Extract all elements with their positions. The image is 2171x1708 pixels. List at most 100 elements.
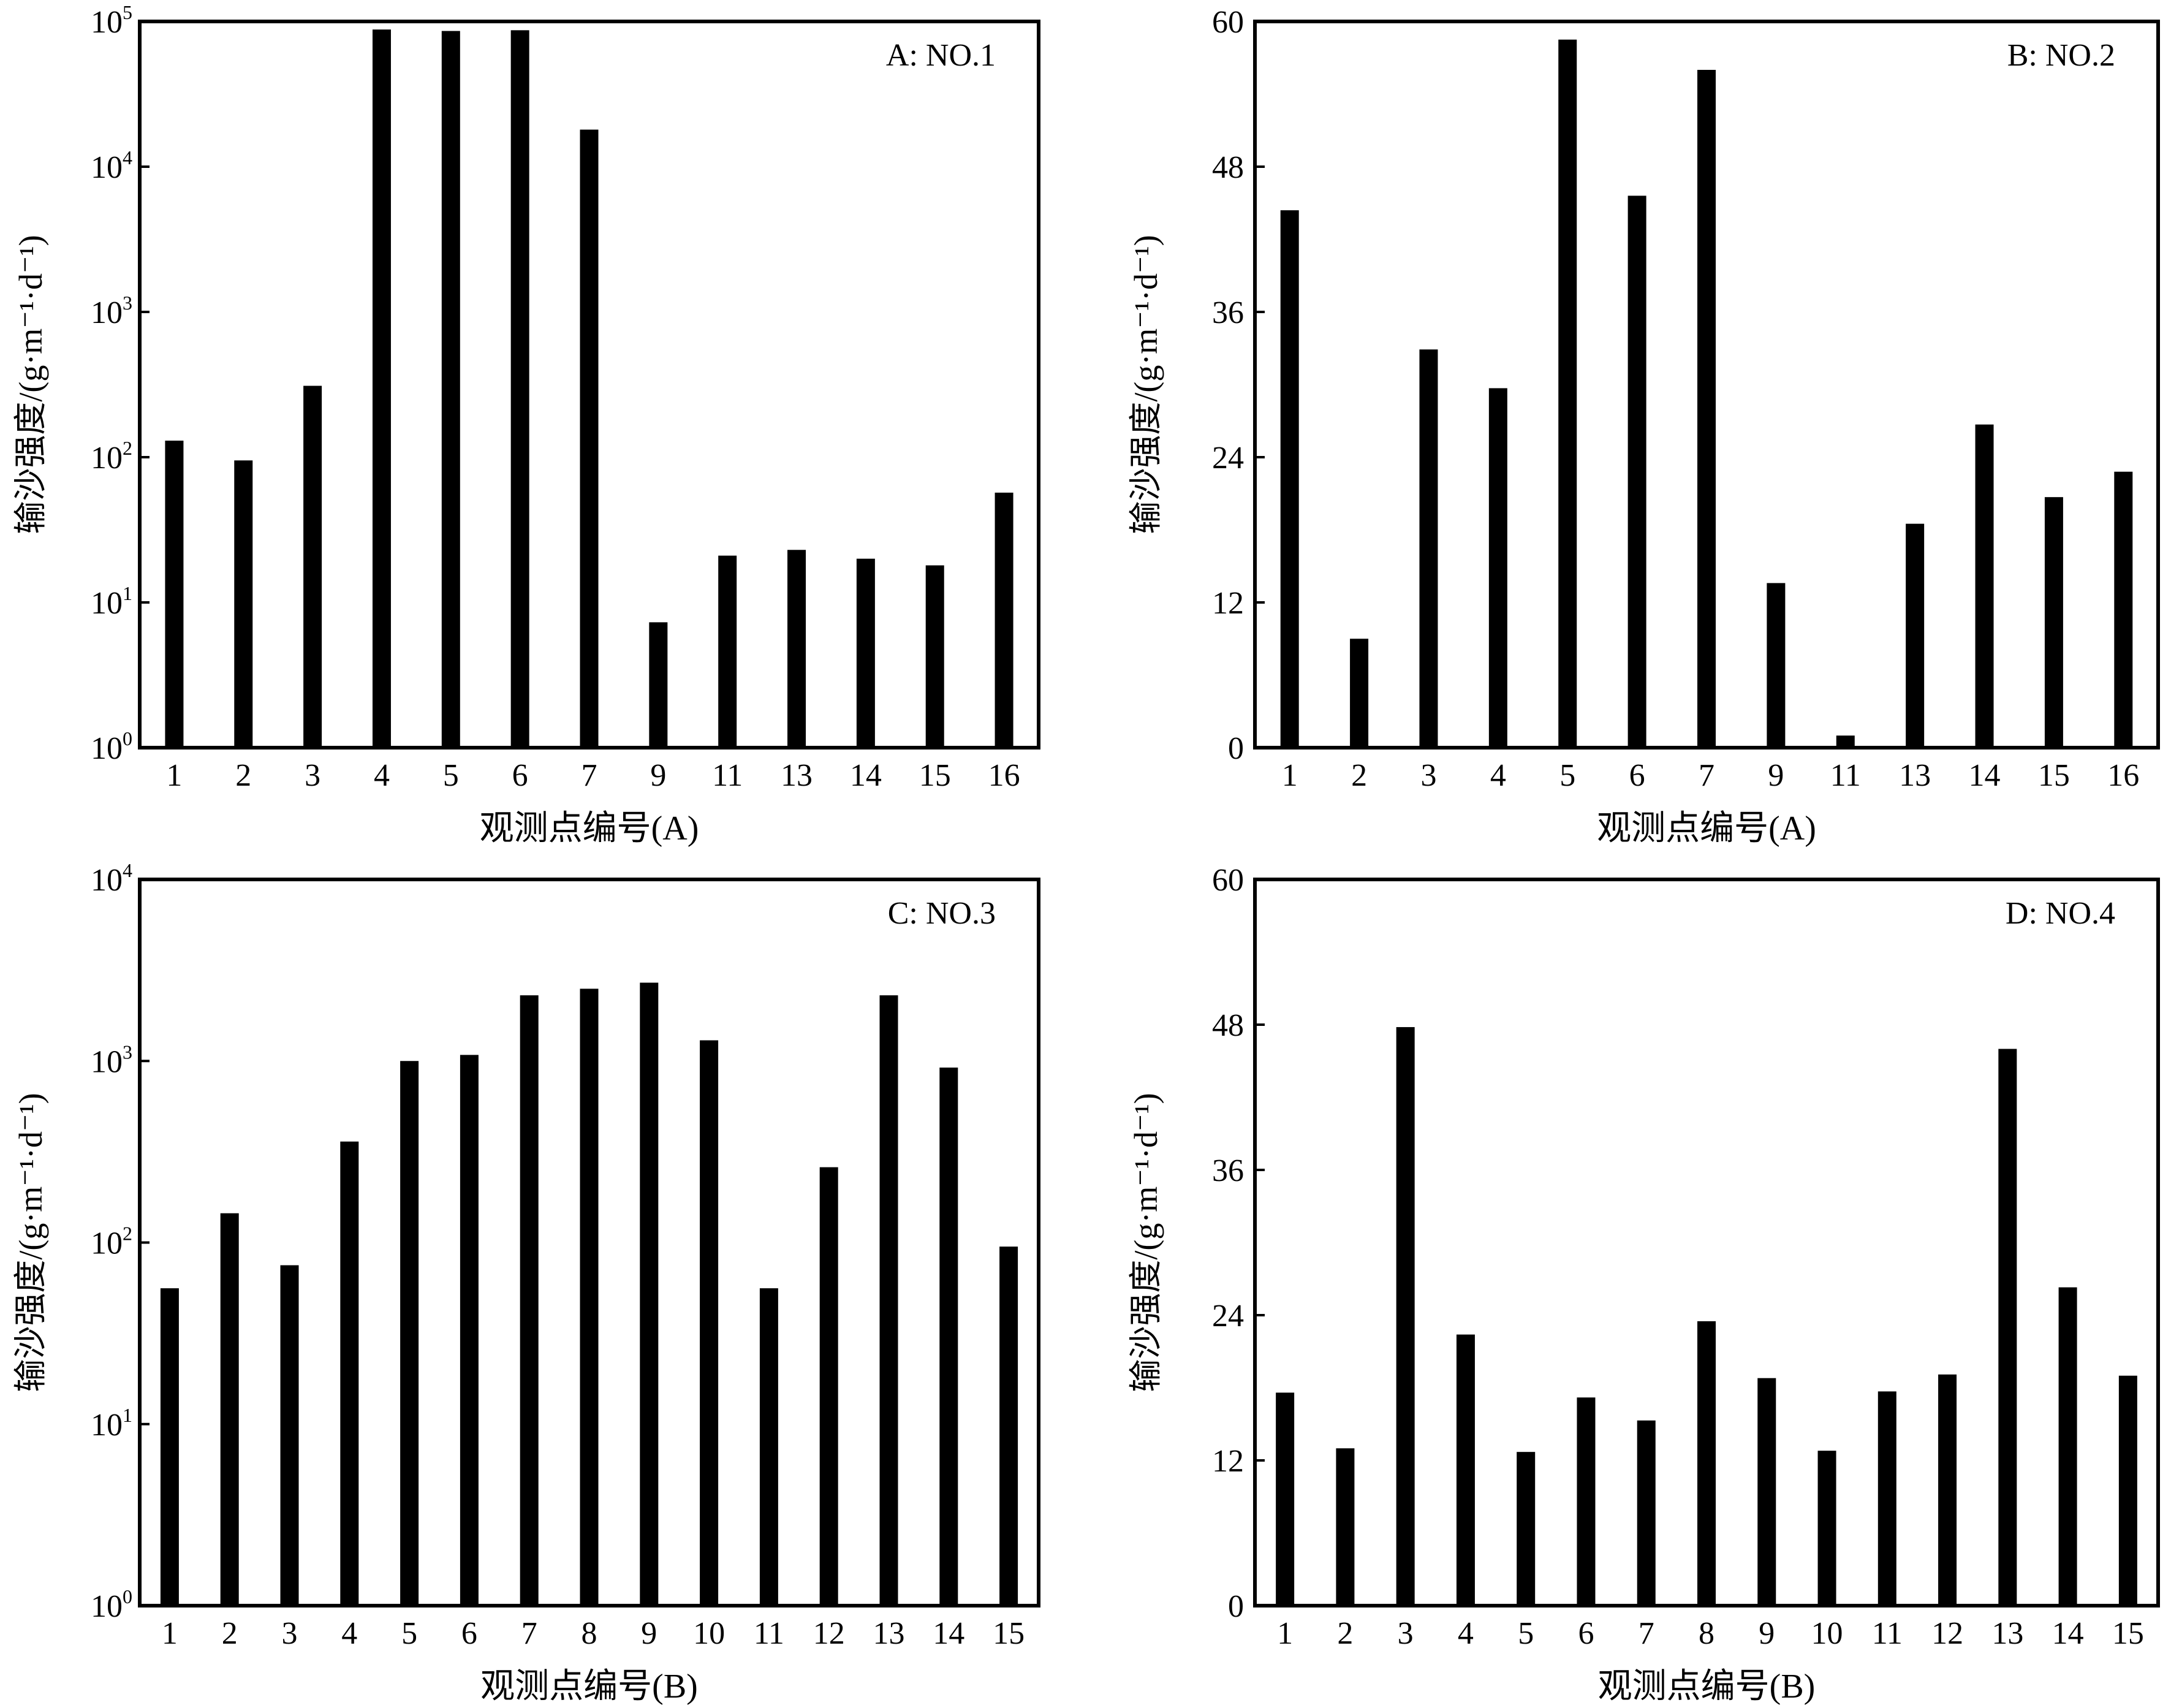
y-tick-label: 102: [91, 437, 132, 476]
bar-10: [700, 1040, 719, 1606]
x-tick-label: 1: [162, 1616, 178, 1651]
x-tick-label: 15: [2038, 758, 2070, 793]
y-tick-label: 103: [91, 292, 132, 330]
x-tick-label: 4: [1458, 1616, 1474, 1651]
bar-7: [520, 995, 539, 1606]
y-tick-label: 24: [1212, 441, 1244, 476]
x-tick-label: 15: [919, 758, 951, 793]
y-tick-label: 105: [91, 1, 132, 40]
x-tick-label: 5: [443, 758, 459, 793]
x-tick-label: 7: [521, 1616, 537, 1651]
x-tick-label: 15: [993, 1616, 1025, 1651]
y-tick-label: 102: [91, 1223, 132, 1261]
x-tick-label: 9: [641, 1616, 657, 1651]
y-tick-label: 104: [91, 146, 132, 185]
bar-8: [580, 989, 599, 1606]
bar-14: [939, 1067, 958, 1606]
x-tick-label: 9: [1759, 1616, 1775, 1651]
x-tick-label: 15: [2112, 1616, 2144, 1651]
y-tick-label: 0: [1228, 731, 1244, 766]
panel-title: B: NO.2: [2007, 38, 2115, 73]
bar-13: [787, 550, 806, 748]
y-tick-label: 101: [91, 582, 132, 621]
bar-10: [1817, 1451, 1836, 1606]
bar-1: [1280, 210, 1299, 748]
bar-11: [718, 555, 737, 748]
x-tick-label: 7: [1699, 758, 1714, 793]
bar-13: [1998, 1049, 2017, 1606]
x-tick-label: 10: [693, 1616, 725, 1651]
bar-4: [372, 29, 391, 748]
bar-11: [1877, 1391, 1896, 1606]
x-axis-label: 观测点编号(B): [480, 1668, 698, 1706]
y-tick-label: 24: [1212, 1299, 1244, 1334]
bar-1: [160, 1288, 179, 1606]
bar-5: [1517, 1452, 1536, 1606]
x-tick-label: 3: [282, 1616, 298, 1651]
x-tick-label: 8: [582, 1616, 597, 1651]
bar-14: [856, 558, 875, 748]
bar-15: [2044, 497, 2063, 748]
x-tick-label: 2: [222, 1616, 238, 1651]
x-tick-label: 4: [341, 1616, 357, 1651]
x-tick-label: 13: [873, 1616, 905, 1651]
x-tick-label: 11: [754, 1616, 784, 1651]
x-axis-label: 观测点编号(A): [480, 810, 699, 848]
x-tick-label: 1: [1277, 1616, 1293, 1651]
x-tick-label: 10: [1811, 1616, 1843, 1651]
x-tick-label: 14: [1969, 758, 2001, 793]
bar-3: [1419, 349, 1438, 748]
x-tick-label: 13: [1899, 758, 1931, 793]
x-tick-label: 14: [933, 1616, 964, 1651]
bar-3: [1396, 1027, 1415, 1606]
bar-16: [2114, 471, 2133, 748]
bar-13: [1906, 523, 1925, 748]
x-tick-label: 11: [1830, 758, 1861, 793]
x-tick-label: 11: [712, 758, 743, 793]
x-tick-label: 6: [461, 1616, 477, 1651]
plot-frame: [138, 20, 1040, 750]
x-tick-label: 12: [1931, 1616, 1963, 1651]
x-tick-label: 9: [650, 758, 666, 793]
bar-5: [441, 31, 460, 748]
bar-6: [460, 1055, 479, 1606]
bar-2: [1336, 1448, 1355, 1606]
x-tick-label: 5: [401, 1616, 417, 1651]
x-axis-label: 观测点编号(B): [1598, 1668, 1816, 1706]
bar-8: [1697, 1321, 1716, 1606]
x-tick-label: 6: [1578, 1616, 1594, 1651]
bar-12: [819, 1167, 838, 1606]
bar-6: [1577, 1397, 1596, 1606]
y-tick-label: 48: [1212, 1008, 1244, 1043]
x-tick-label: 7: [1639, 1616, 1654, 1651]
x-tick-label: 13: [781, 758, 813, 793]
panel-title: D: NO.4: [2006, 896, 2115, 931]
bar-3: [280, 1265, 299, 1606]
bar-5: [1558, 39, 1577, 748]
x-tick-label: 3: [1398, 1616, 1414, 1651]
bar-9: [1767, 583, 1786, 748]
bar-11: [759, 1288, 778, 1606]
plot-frame: [1253, 878, 2160, 1607]
x-tick-label: 9: [1768, 758, 1784, 793]
y-axis-label: 输沙强度/(g·m⁻¹·d⁻¹): [12, 1093, 49, 1392]
x-tick-label: 14: [2052, 1616, 2084, 1651]
x-axis-label: 观测点编号(A): [1597, 810, 1816, 848]
panel-title: A: NO.1: [886, 38, 996, 73]
x-tick-label: 5: [1518, 1616, 1534, 1651]
panel-a: 1 2 3 4 5 6 7 9 11 13 14 15 16 100 101 102 103 104 105 A: N…: [12, 1, 1040, 848]
bar-16: [995, 492, 1014, 748]
x-tick-label: 3: [1420, 758, 1436, 793]
x-tick-label: 13: [1991, 1616, 2023, 1651]
y-tick-label: 103: [91, 1041, 132, 1079]
bar-2: [220, 1213, 239, 1606]
bar-1: [1276, 1392, 1295, 1606]
panel-title: C: NO.3: [888, 896, 996, 931]
bar-15: [925, 565, 944, 748]
plot-frame: [1253, 20, 2160, 750]
bar-4: [340, 1141, 359, 1606]
bar-13: [879, 995, 898, 1606]
